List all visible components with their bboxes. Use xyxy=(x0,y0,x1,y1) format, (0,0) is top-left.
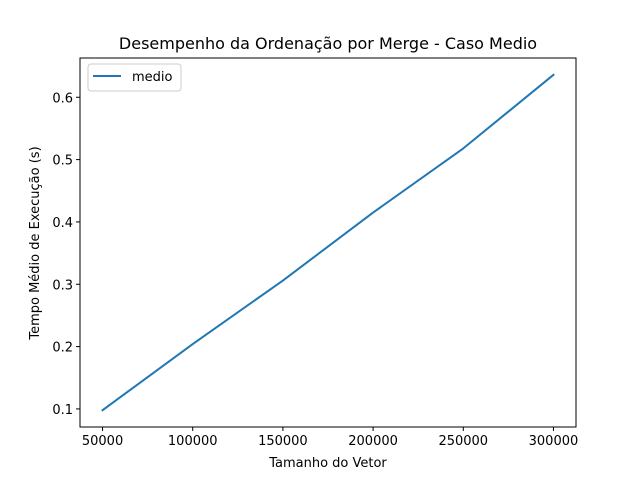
x-tick-label: 100000 xyxy=(168,434,218,449)
y-tick-label: 0.1 xyxy=(52,403,73,418)
y-tick-label: 0.5 xyxy=(52,154,73,169)
x-tick-label: 50000 xyxy=(82,434,123,449)
y-tick-label: 0.6 xyxy=(52,91,73,106)
x-axis-label: Tamanho do Vetor xyxy=(268,456,387,471)
y-tick-label: 0.2 xyxy=(52,341,73,356)
x-axis-ticks: 50000 100000 150000 200000 250000 300000 xyxy=(82,427,578,449)
y-tick-label: 0.4 xyxy=(52,216,73,231)
series-line-medio xyxy=(101,73,555,412)
legend-box xyxy=(87,63,182,92)
y-axis-ticks: 0.1 0.2 0.3 0.4 0.5 0.6 xyxy=(52,91,80,418)
legend: medio xyxy=(87,63,182,92)
y-axis-label: Tempo Médio de Execução (s) xyxy=(28,146,43,340)
y-tick-label: 0.3 xyxy=(52,278,73,293)
x-tick-label: 150000 xyxy=(258,434,308,449)
chart-title: Desempenho da Ordenação por Merge - Caso… xyxy=(119,34,537,53)
legend-label-medio: medio xyxy=(132,70,173,85)
x-tick-label: 250000 xyxy=(438,434,488,449)
series-layer xyxy=(101,73,555,412)
x-tick-label: 300000 xyxy=(529,434,579,449)
x-tick-label: 200000 xyxy=(348,434,398,449)
